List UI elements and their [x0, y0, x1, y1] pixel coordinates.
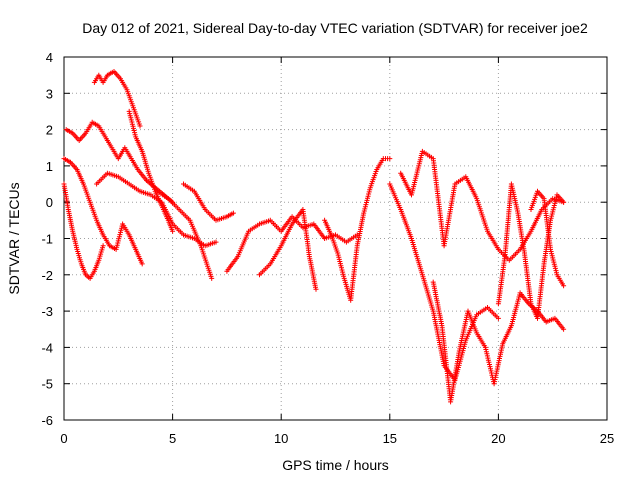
y-axis-title: SDTVAR / TECUs [6, 182, 22, 294]
series-track-b [61, 156, 145, 267]
plus-marks [181, 181, 236, 223]
plus-marks [94, 170, 219, 249]
x-tick-label: 10 [274, 431, 288, 446]
series-track-l [387, 181, 501, 383]
plus-marks [61, 156, 145, 267]
series-track-o [495, 181, 567, 321]
y-tick-label: -1 [41, 232, 53, 247]
series-track-g [154, 188, 215, 281]
plus-marks [257, 207, 319, 292]
plus-marks [322, 156, 393, 303]
axis-ticks: 0 5 10 15 20 25 -6 -5 -4 -3 -2 -1 0 1 2 3 4 [41, 50, 614, 446]
plus-marks [91, 69, 143, 129]
data-marks [61, 69, 567, 405]
y-tick-label: 4 [46, 50, 53, 65]
x-tick-label: 20 [491, 431, 505, 446]
x-tick-label: 5 [169, 431, 176, 446]
plus-marks [154, 188, 215, 281]
y-tick-label: -3 [41, 304, 53, 319]
plus-marks [63, 119, 176, 205]
series-track-p [528, 188, 567, 289]
x-tick-label: 25 [600, 431, 614, 446]
series-track-f [94, 170, 219, 249]
series-track-h [181, 181, 236, 223]
y-tick-label: 2 [46, 123, 53, 138]
series-track-i [224, 214, 360, 274]
y-tick-label: 3 [46, 86, 53, 101]
series-track-j [257, 207, 319, 292]
y-tick-label: 0 [46, 195, 53, 210]
series-track-c [63, 119, 176, 205]
x-tick-label: 15 [383, 431, 397, 446]
plus-marks [495, 181, 567, 321]
x-tick-label: 0 [60, 431, 67, 446]
plus-marks [398, 148, 567, 263]
y-tick-label: 1 [46, 159, 53, 174]
plus-marks [224, 214, 360, 274]
chart-title: Day 012 of 2021, Sidereal Day-to-day VTE… [82, 20, 588, 36]
series-track-d [91, 69, 143, 129]
y-tick-label: -5 [41, 377, 53, 392]
series-track-k [322, 156, 393, 303]
y-tick-label: -2 [41, 268, 53, 283]
plus-marks [61, 181, 106, 281]
series-track-m [398, 148, 567, 263]
y-tick-label: -6 [41, 413, 53, 428]
x-axis-title: GPS time / hours [282, 457, 389, 473]
y-tick-label: -4 [41, 340, 53, 355]
plus-marks [528, 188, 567, 289]
plus-marks [387, 181, 501, 383]
series-track-a [61, 181, 106, 281]
